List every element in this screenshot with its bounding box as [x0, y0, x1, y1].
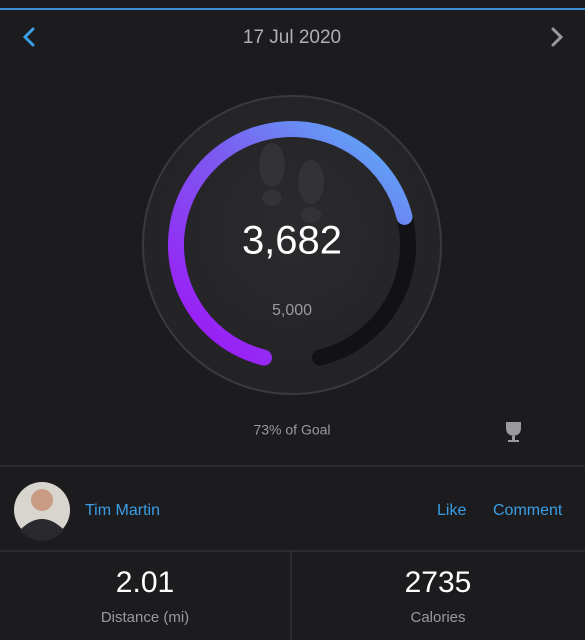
avatar-face — [31, 489, 53, 511]
user-name[interactable]: Tim Martin — [85, 502, 160, 519]
like-button[interactable]: Like — [437, 502, 466, 519]
trophy-icon[interactable] — [506, 422, 521, 442]
date: 17 Jul 2020 — [243, 27, 341, 48]
forward-button[interactable] — [551, 27, 564, 47]
ring-disk — [142, 95, 442, 395]
stat-label: Distance (mi) — [101, 609, 189, 626]
stat-value: 2.01 — [116, 566, 174, 599]
footprints-icon — [259, 143, 324, 223]
goal-progress: 73% of Goal — [253, 422, 330, 438]
comment-button[interactable]: Comment — [493, 502, 563, 519]
top-bar — [0, 8, 585, 10]
avatar-body — [20, 519, 64, 541]
stat-value: 2735 — [405, 566, 472, 599]
back-button[interactable] — [22, 27, 35, 47]
step-goal: 5,000 — [272, 302, 312, 319]
step-count: 3,682 — [242, 219, 342, 263]
stat-label: Calories — [410, 609, 465, 626]
ring-progress — [167, 121, 413, 366]
